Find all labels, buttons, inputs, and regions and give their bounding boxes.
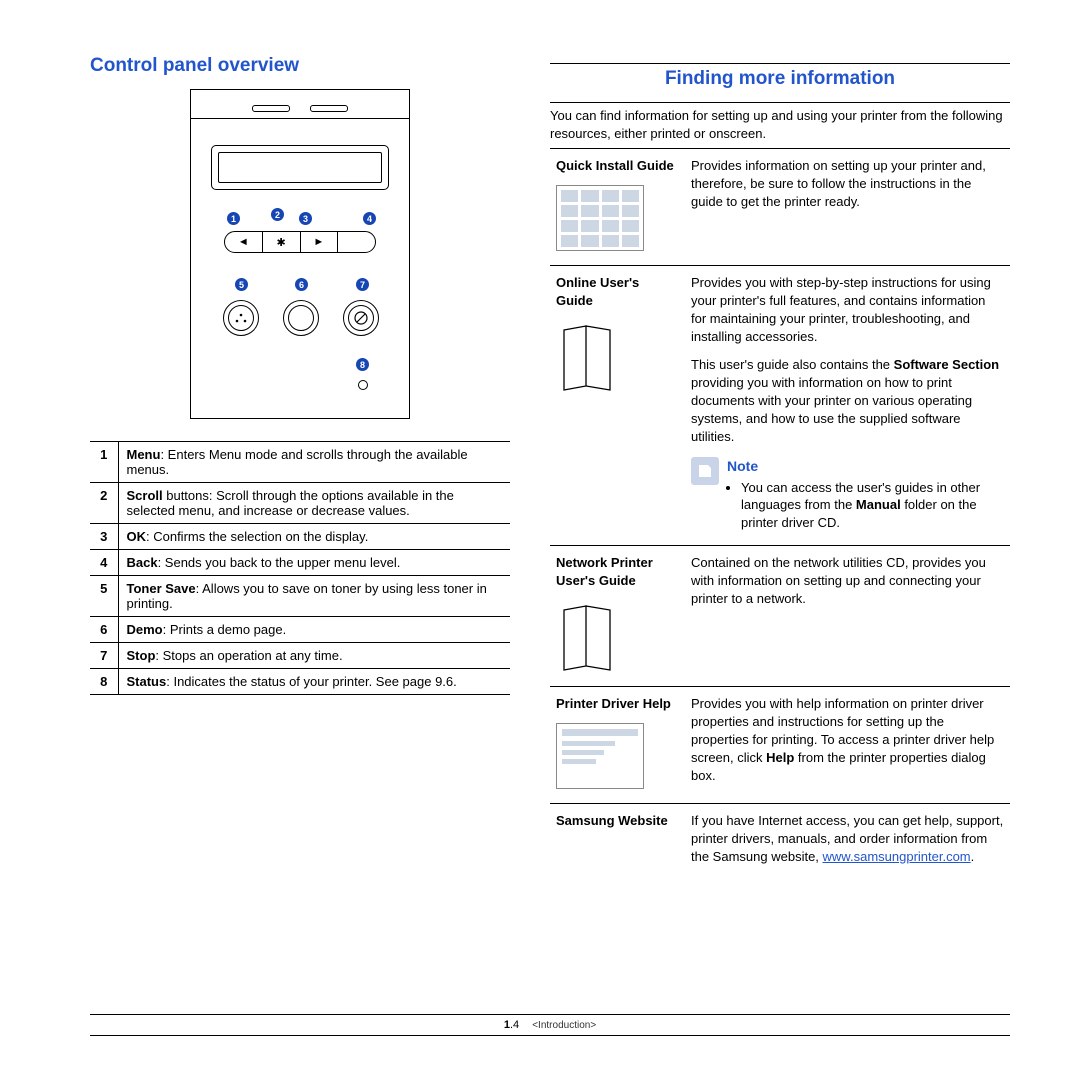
callout-7: 7: [356, 278, 369, 291]
toner-save-button: [223, 300, 259, 336]
table-row: 7Stop: Stops an operation at any time.: [90, 643, 510, 669]
callout-1: 1: [227, 212, 240, 225]
heading-control-panel: Control panel overview: [90, 55, 510, 77]
note-block: Note You can access the user's guides in…: [691, 457, 1004, 531]
control-descriptions: 1Menu: Enters Menu mode and scrolls thro…: [90, 441, 510, 695]
label-network-guide: Network Printer User's Guide: [556, 554, 679, 590]
samsung-link[interactable]: www.samsungprinter.com: [823, 849, 971, 864]
stop-button: [343, 300, 379, 336]
nav-pill: ◄✱►: [224, 231, 376, 253]
note-item: You can access the user's guides in othe…: [741, 479, 1004, 532]
thumb-quick-install: [556, 185, 644, 251]
thumb-network-guide: [556, 600, 618, 672]
status-led: [358, 380, 368, 390]
callout-6: 6: [295, 278, 308, 291]
page-footer: 1.4 <Introduction>: [90, 1014, 1010, 1036]
label-online-guide: Online User's Guide: [556, 274, 679, 310]
callout-3: 3: [299, 212, 312, 225]
info-table: Quick Install Guide Provides information…: [550, 148, 1010, 880]
callout-5: 5: [235, 278, 248, 291]
callout-2: 2: [271, 208, 284, 221]
callout-4: 4: [363, 212, 376, 225]
table-row: 4Back: Sends you back to the upper menu …: [90, 550, 510, 576]
note-title: Note: [727, 457, 1004, 476]
label-quick-install: Quick Install Guide: [556, 157, 679, 175]
desc-driver-help: Provides you with help information on pr…: [685, 687, 1010, 804]
desc-online-p1: Provides you with step-by-step instructi…: [691, 274, 1004, 346]
note-icon: [691, 457, 719, 485]
heading-finding-info: Finding more information: [550, 68, 1010, 90]
desc-website: If you have Internet access, you can get…: [685, 804, 1010, 880]
desc-online-p2: This user's guide also contains the Soft…: [691, 356, 1004, 446]
panel-diagram: 1 2 3 4 ◄✱► 5 6 7: [90, 89, 510, 419]
callout-8: 8: [356, 358, 369, 371]
desc-network-guide: Contained on the network utilities CD, p…: [685, 546, 1010, 687]
desc-quick-install: Provides information on setting up your …: [685, 149, 1010, 266]
thumb-driver-help: [556, 723, 644, 789]
intro-text: You can find information for setting up …: [550, 107, 1010, 142]
table-row: 1Menu: Enters Menu mode and scrolls thro…: [90, 442, 510, 483]
table-row: 2Scroll buttons: Scroll through the opti…: [90, 483, 510, 524]
table-row: 8Status: Indicates the status of your pr…: [90, 669, 510, 695]
table-row: 3OK: Confirms the selection on the displ…: [90, 524, 510, 550]
label-driver-help: Printer Driver Help: [556, 695, 679, 713]
thumb-online-guide: [556, 320, 618, 392]
table-row: 6Demo: Prints a demo page.: [90, 617, 510, 643]
table-row: 5Toner Save: Allows you to save on toner…: [90, 576, 510, 617]
demo-button: [283, 300, 319, 336]
label-website: Samsung Website: [550, 804, 685, 880]
